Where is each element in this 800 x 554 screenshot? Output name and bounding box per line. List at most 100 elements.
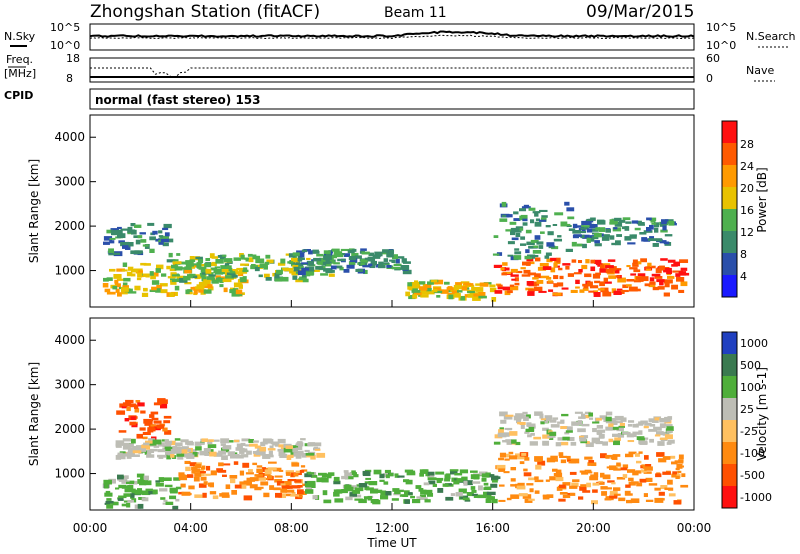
echo-cell <box>234 461 238 465</box>
echo-cell <box>324 250 331 254</box>
y-tick-label-1000: 1000 <box>54 467 85 481</box>
echo-cell <box>165 439 169 444</box>
echo-cell <box>315 449 321 451</box>
echo-cell <box>517 422 525 424</box>
echo-cell <box>445 497 453 501</box>
echo-cell <box>153 490 158 495</box>
echo-cell <box>242 463 249 468</box>
echo-cell <box>188 486 194 490</box>
echo-cell <box>206 466 210 471</box>
echo-cell <box>502 215 507 218</box>
echo-cell <box>297 489 304 494</box>
echo-cell <box>389 260 394 262</box>
echo-cell <box>472 481 480 483</box>
echo-cell <box>658 286 665 290</box>
echo-cell <box>396 259 400 263</box>
echo-cell <box>207 276 215 280</box>
echo-cell <box>662 472 671 475</box>
echo-cell <box>128 446 134 448</box>
echo-cell <box>665 284 670 288</box>
echo-cell <box>565 266 569 270</box>
echo-cell <box>644 426 649 428</box>
echo-cell <box>578 269 582 272</box>
echo-cell <box>170 454 174 458</box>
echo-cell <box>221 443 226 446</box>
echo-cell <box>186 455 194 459</box>
echo-cell <box>380 495 388 499</box>
echo-cell <box>122 245 129 249</box>
echo-cell <box>205 258 210 261</box>
echo-cell <box>638 430 642 434</box>
echo-cell <box>118 498 124 501</box>
echo-cell <box>218 462 224 466</box>
echo-cell <box>623 217 631 220</box>
noise-right-tick-bottom: 10^0 <box>706 39 736 52</box>
echo-cell <box>162 228 168 230</box>
echo-cell <box>510 285 514 287</box>
echo-cell <box>205 474 210 476</box>
echo-cell <box>187 474 193 478</box>
echo-cell <box>546 225 551 227</box>
echo-cell <box>513 211 518 214</box>
echo-cell <box>579 437 586 441</box>
echo-cell <box>394 473 398 476</box>
echo-cell <box>386 265 391 268</box>
power-colorbar-swatch <box>722 231 737 253</box>
echo-cell <box>460 296 465 300</box>
echo-cell <box>173 261 182 264</box>
echo-cell <box>543 266 552 270</box>
echo-cell <box>276 270 283 274</box>
echo-cell <box>218 451 226 455</box>
echo-cell <box>419 281 426 284</box>
echo-cell <box>305 450 310 452</box>
echo-cell <box>527 291 534 296</box>
echo-cell <box>123 283 128 286</box>
echo-cell <box>143 288 148 291</box>
echo-cell <box>599 281 605 286</box>
echo-cell <box>560 276 564 279</box>
echo-cell <box>523 469 527 472</box>
echo-cell <box>175 438 181 440</box>
echo-cell <box>505 439 511 442</box>
echo-cell <box>535 258 540 262</box>
echo-cell <box>185 467 191 471</box>
echo-cell <box>485 487 491 490</box>
echo-cell <box>659 492 665 496</box>
echo-cell <box>530 488 534 492</box>
echo-cell <box>246 472 254 474</box>
echo-cell <box>200 471 206 473</box>
echo-cell <box>548 289 553 292</box>
echo-cell <box>408 492 413 495</box>
echo-cell <box>511 279 515 281</box>
echo-cell <box>590 260 595 264</box>
echo-cell <box>641 237 647 241</box>
echo-cell <box>600 264 605 268</box>
echo-cell <box>274 487 281 490</box>
echo-cell <box>365 258 373 260</box>
echo-cell <box>389 473 393 476</box>
echo-cell <box>594 233 602 237</box>
echo-cell <box>194 291 198 295</box>
echo-cell <box>138 235 143 238</box>
echo-cell <box>501 273 507 276</box>
echo-cell <box>412 499 420 503</box>
echo-cell <box>456 492 463 496</box>
echo-cell <box>385 470 391 473</box>
y-tick-label-3000: 3000 <box>54 175 85 189</box>
echo-cell <box>600 435 604 439</box>
echo-cell <box>492 480 498 483</box>
power-colorbar-label: Power [dB] <box>755 167 769 232</box>
echo-cell <box>626 265 630 267</box>
echo-cell <box>164 224 172 228</box>
echo-cell <box>112 286 117 290</box>
echo-cell <box>510 494 519 499</box>
echo-cell <box>510 484 516 486</box>
echo-cell <box>567 217 574 220</box>
echo-cell <box>365 478 371 480</box>
echo-cell <box>194 494 202 498</box>
echo-cell <box>133 450 142 453</box>
echo-cell <box>499 218 507 222</box>
echo-cell <box>536 241 543 244</box>
echo-cell <box>675 476 679 479</box>
echo-cell <box>123 493 130 497</box>
